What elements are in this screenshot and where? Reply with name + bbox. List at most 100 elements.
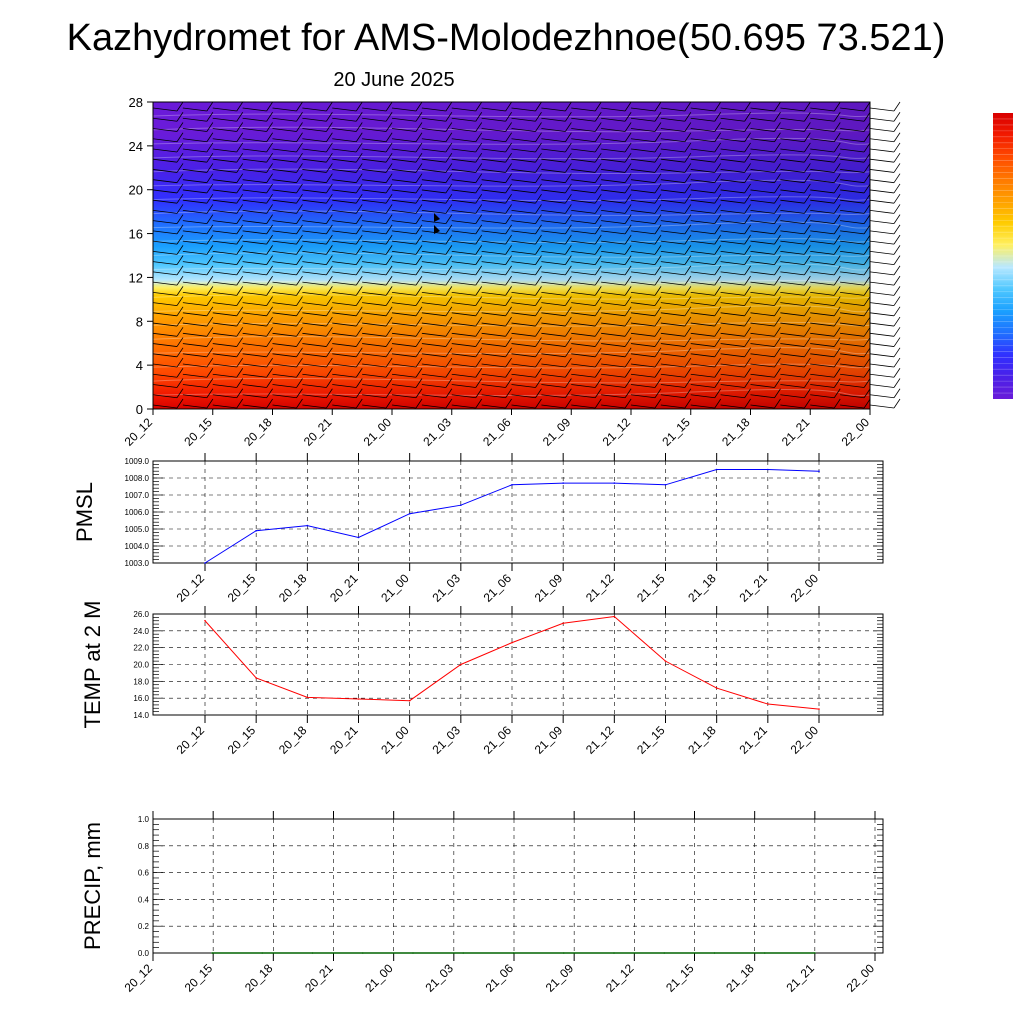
wind-barb (212, 296, 244, 306)
wind-barb (362, 286, 393, 296)
wind-barb (690, 183, 722, 194)
x-tick-label: 20_12 (122, 961, 156, 995)
wind-barb (391, 234, 423, 245)
wind-barb (481, 173, 512, 184)
wind-barb (272, 152, 303, 163)
wind-barb (780, 122, 811, 132)
wind-barb (152, 204, 184, 214)
wind-barb (840, 275, 871, 286)
data-point (664, 484, 667, 486)
wind-barb (780, 163, 811, 173)
wind-barb (362, 296, 393, 306)
wind-barb (332, 368, 363, 378)
wind-barb (511, 255, 542, 266)
wind-barb (391, 398, 423, 409)
wind-barb (272, 368, 303, 378)
wind-barb (332, 388, 363, 399)
wind-barb (571, 378, 602, 388)
wind-barb (810, 163, 841, 173)
wind-barb (272, 286, 303, 296)
wind-barb (541, 398, 572, 409)
wind-barb (601, 214, 632, 225)
wind-barb (451, 316, 483, 327)
wind-barb (332, 275, 363, 286)
wind-barb (601, 378, 632, 388)
wind-barb (302, 173, 333, 184)
wind-barb (630, 306, 662, 317)
wind-barb (840, 245, 871, 255)
wind-barb (242, 347, 273, 358)
cross-section-panel: 0 4 8 12 16 20 24 28 20_12 20_15 20_18 20_21 21_00 21… (122, 95, 901, 449)
wind-barb (511, 378, 542, 388)
data-point (562, 622, 564, 625)
wind-barb (869, 193, 901, 204)
wind-barb (451, 255, 483, 266)
wind-barb (690, 265, 722, 276)
wind-barb (750, 357, 781, 368)
wind-barb (272, 296, 303, 306)
x-tick-label: 21_21 (736, 571, 770, 605)
wind-barb (451, 398, 483, 409)
wind-barb (391, 204, 423, 214)
wind-barb (541, 234, 572, 245)
wind-barb (242, 388, 273, 399)
wind-barb (780, 193, 811, 204)
data-point (204, 562, 206, 564)
y-tick-label: 0.0 (138, 949, 150, 958)
wind-barb (571, 337, 602, 347)
wind-barb (212, 193, 244, 204)
wind-barb (780, 398, 811, 409)
wind-barb (391, 112, 423, 122)
wind-barb (332, 255, 363, 266)
wind-barb (421, 173, 453, 184)
wind-barb (272, 398, 303, 409)
wind-barb (421, 224, 453, 235)
wind-barb (869, 255, 901, 266)
wind-barb (182, 388, 214, 399)
wind-barb (541, 183, 572, 194)
wind-barb (152, 265, 184, 276)
wind-barb (481, 286, 512, 296)
wind-barb (481, 337, 512, 347)
wind-barb (571, 214, 602, 225)
wind-barb (421, 142, 453, 153)
wind-barb (780, 347, 811, 358)
wind-barb (571, 173, 602, 184)
y-tick-label: 1004.0 (125, 542, 150, 551)
wind-barb (601, 265, 632, 276)
wind-barb (660, 286, 692, 296)
wind-barb (720, 101, 751, 112)
contour-line (152, 137, 871, 145)
wind-barb (869, 224, 901, 235)
wind-barb (152, 286, 184, 296)
wind-barb (332, 193, 363, 204)
wind-barb (541, 224, 572, 235)
data-point (255, 677, 257, 679)
wind-barb (272, 378, 303, 388)
wind-barb (660, 337, 692, 347)
wind-barb (182, 286, 214, 296)
contour-line (152, 294, 871, 300)
series-line (204, 469, 820, 564)
wind-barb (362, 255, 393, 266)
wind-barb (272, 255, 303, 266)
wind-barb (421, 306, 453, 317)
wind-barb (840, 398, 871, 409)
wind-barb (601, 296, 632, 306)
wind-barb (780, 337, 811, 347)
x-tick-label: 21_09 (532, 723, 566, 757)
wind-barb (451, 245, 483, 255)
wind-barb (182, 357, 214, 368)
x-tick-label: 20_21 (327, 571, 361, 605)
wind-barb (362, 152, 393, 163)
wind-barb (810, 142, 841, 153)
wind-barb (720, 296, 751, 306)
wind-barb (750, 204, 781, 214)
y-tick-label: 20.0 (133, 661, 149, 670)
wind-barb (421, 398, 453, 409)
wind-barb (869, 152, 901, 163)
wind-barb (302, 306, 333, 317)
x-tick-label: 21_03 (420, 415, 454, 449)
wind-barb (780, 296, 811, 306)
x-tick-label: 21_03 (422, 961, 456, 995)
